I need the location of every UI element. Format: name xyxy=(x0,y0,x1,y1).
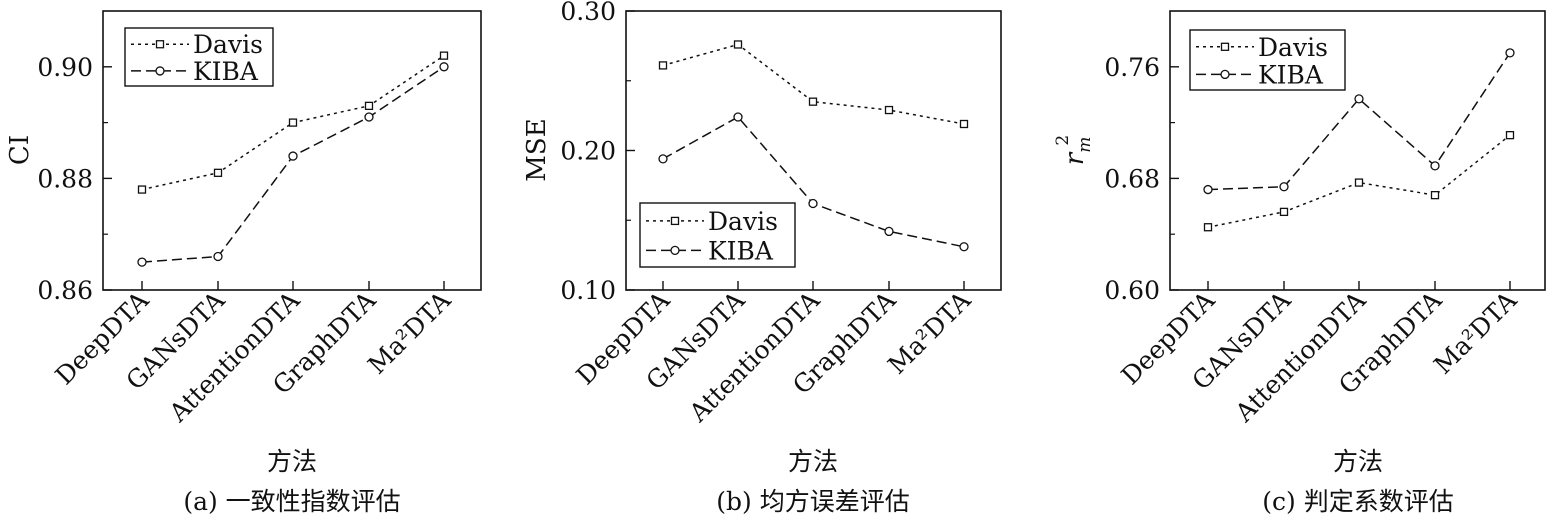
data-point-kiba xyxy=(364,112,374,122)
series-line-kiba xyxy=(1207,52,1511,191)
x-tick-label: AttentionDTA xyxy=(683,285,826,428)
panel-caption: (b) 均方误差评估 xyxy=(716,487,909,516)
y-axis-label-superscript: 2 xyxy=(1053,135,1073,146)
y-axis-label: rm2 xyxy=(1053,135,1095,165)
data-point-davis xyxy=(1354,178,1364,187)
data-point-davis xyxy=(808,97,818,106)
legend-marker-kiba xyxy=(1220,69,1230,80)
y-tick-label: 0.20 xyxy=(560,137,616,166)
x-axis-label: 方法 xyxy=(267,447,317,476)
panel-caption: (a) 一致性指数评估 xyxy=(183,487,400,516)
legend-box xyxy=(124,27,274,87)
x-tick-label: Ma²DTA xyxy=(362,285,457,380)
x-axis-label: 方法 xyxy=(1333,447,1383,476)
legend-label-kiba: KIBA xyxy=(1258,60,1324,89)
y-tick-label: 0.68 xyxy=(1104,164,1160,193)
data-point-kiba xyxy=(959,242,969,252)
y-tick-label: 0.88 xyxy=(37,164,93,193)
y-tick-label: 0.90 xyxy=(37,53,93,82)
y-axis-ticks: 0.86 0.88 0.90 xyxy=(37,53,112,305)
y-tick-label: 0.76 xyxy=(1104,53,1160,82)
legend-marker-davis xyxy=(155,40,165,49)
y-axis-ticks: 0.60 0.68 0.76 xyxy=(1104,53,1179,305)
plot-area-frame xyxy=(1169,10,1546,291)
y-tick-label: 0.30 xyxy=(560,0,616,26)
data-point-kiba xyxy=(439,62,449,72)
y-tick-label: 0.60 xyxy=(1104,276,1160,305)
data-point-kiba xyxy=(733,112,743,122)
legend-marker-kiba xyxy=(155,66,165,76)
data-point-kiba xyxy=(1203,184,1213,195)
x-tick-label: AttentionDTA xyxy=(1229,285,1372,428)
panel-caption: (c) 判定系数评估 xyxy=(1262,487,1453,516)
data-point-kiba xyxy=(658,154,668,164)
data-point-davis xyxy=(364,101,374,111)
series-lines xyxy=(137,51,449,267)
data-point-davis xyxy=(1279,207,1289,217)
legend-label-davis: Davis xyxy=(1258,33,1328,62)
x-axis-label: 方法 xyxy=(788,447,838,476)
legend-label-kiba: KIBA xyxy=(708,236,774,265)
data-point-kiba xyxy=(137,257,147,267)
data-point-davis xyxy=(733,40,743,49)
x-tick-label: Ma²DTA xyxy=(882,285,977,380)
series-lines xyxy=(658,40,969,252)
data-point-kiba xyxy=(1354,94,1364,104)
chart-panel-b: 0.10 0.20 0.30 DeepDTAGANsDTAAttentionDTAG… xyxy=(522,0,1002,516)
y-axis-label: MSE xyxy=(522,118,552,181)
data-point-davis xyxy=(213,168,223,177)
series-line-davis xyxy=(662,43,965,125)
y-axis-label-base: r xyxy=(1060,151,1090,165)
y-tick-label: 0.10 xyxy=(560,276,616,305)
data-point-davis xyxy=(288,118,298,127)
plot-area-frame xyxy=(102,10,482,291)
series-line-davis xyxy=(1207,134,1511,228)
data-point-davis xyxy=(1430,190,1440,200)
chart-panel-a: 0.86 0.88 0.90 DeepDTAGANsDTAAttentionDTAG… xyxy=(5,10,482,516)
legend-marker-davis xyxy=(1220,42,1230,51)
data-point-davis xyxy=(1203,223,1213,232)
data-point-davis xyxy=(137,185,147,194)
data-point-kiba xyxy=(808,198,818,209)
data-point-kiba xyxy=(288,151,298,161)
data-point-davis xyxy=(439,51,449,60)
series-lines xyxy=(1203,48,1515,232)
legend-box xyxy=(639,202,796,268)
data-point-davis xyxy=(1505,131,1515,140)
legend-box xyxy=(1189,29,1346,91)
y-tick-label: 0.86 xyxy=(37,276,93,305)
data-point-kiba xyxy=(1505,48,1515,58)
legend-label-kiba: KIBA xyxy=(193,57,259,86)
data-point-davis xyxy=(658,61,668,70)
data-point-kiba xyxy=(1430,161,1440,171)
x-tick-label: AttentionDTA xyxy=(163,285,306,428)
legend-marker-kiba xyxy=(670,245,680,256)
legend-marker-davis xyxy=(670,216,680,226)
legend-label-davis: Davis xyxy=(708,207,778,236)
data-point-kiba xyxy=(213,251,223,262)
chart-panel-c: 0.60 0.68 0.76 DeepDTAGANsDTAAttentionDTAG… xyxy=(1053,10,1546,516)
y-axis-ticks: 0.10 0.20 0.30 xyxy=(560,0,635,305)
series-line-kiba xyxy=(141,66,445,263)
data-point-kiba xyxy=(1279,182,1289,192)
y-axis-label: CI xyxy=(5,135,35,165)
data-point-davis xyxy=(959,119,969,129)
data-point-davis xyxy=(884,105,894,115)
y-axis-label-subscript: m xyxy=(1075,137,1095,153)
data-point-kiba xyxy=(884,226,894,237)
legend-label-davis: Davis xyxy=(193,30,263,59)
x-tick-label: Ma²DTA xyxy=(1428,285,1523,380)
